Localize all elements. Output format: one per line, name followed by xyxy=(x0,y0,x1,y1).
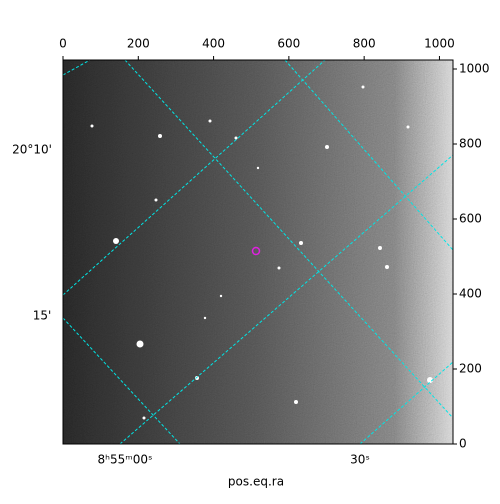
coordinate-grid xyxy=(63,60,453,444)
stars xyxy=(90,85,433,420)
x-tick-label: 1000 xyxy=(424,37,455,51)
y-tick-label: 200 xyxy=(459,362,482,376)
x-tick-label: 200 xyxy=(127,37,150,51)
axes-frame xyxy=(62,59,454,445)
y-tick-label: 600 xyxy=(459,212,482,226)
dec-tick-label: 15' xyxy=(33,309,52,323)
y-tick-label: 400 xyxy=(459,287,482,301)
y-tick-label: 1000 xyxy=(459,62,490,76)
y-tick-label: 0 xyxy=(459,437,467,451)
ra-tick-label: 8ʰ55ᵐ00ˢ xyxy=(98,453,153,467)
x-tick-label: 600 xyxy=(277,37,300,51)
x-axis-label: pos.eq.ra xyxy=(228,475,284,489)
y-tick-label: 800 xyxy=(459,137,482,151)
x-tick-label: 0 xyxy=(59,37,67,51)
target-marker xyxy=(251,246,261,256)
x-tick-label: 400 xyxy=(202,37,225,51)
x-tick-label: 800 xyxy=(353,37,376,51)
sky-image xyxy=(63,60,453,444)
ra-tick-label: 30ˢ xyxy=(350,453,370,467)
dec-tick-label: 20°10' xyxy=(12,143,52,157)
